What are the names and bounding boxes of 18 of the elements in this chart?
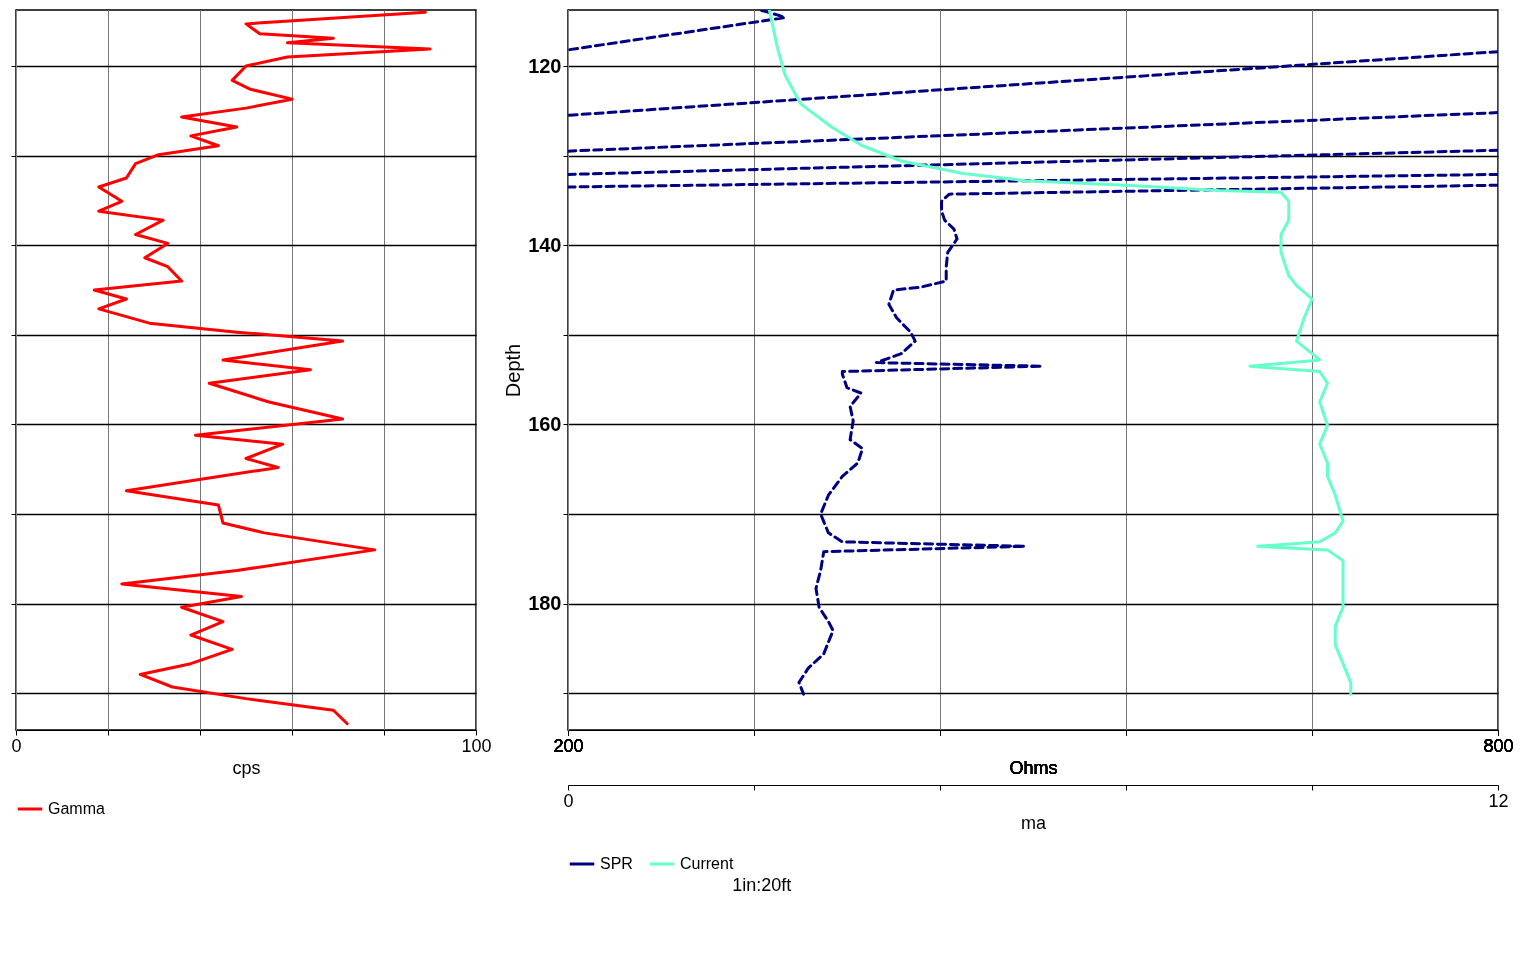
legend-label: SPR: [600, 855, 633, 872]
y-tick-label: 120: [528, 54, 562, 77]
x2-tick-label: 12: [1488, 790, 1509, 811]
y-tick-label: 140: [528, 233, 562, 256]
y-tick-label: 180: [528, 592, 562, 615]
x-tick-label: 800: [1483, 735, 1514, 756]
y-axis-title: Depth: [502, 343, 525, 398]
x-tick-label: 200: [553, 735, 584, 756]
legend-label: Current: [680, 855, 734, 872]
legend-label: Gamma: [48, 800, 105, 817]
y-tick-label: 160: [528, 412, 562, 435]
x-axis-title: Ohms: [1009, 757, 1058, 778]
x-tick-label: 100: [461, 735, 492, 756]
x2-axis-title: ma: [1020, 812, 1047, 833]
x-tick-label: 0: [11, 735, 22, 756]
x2-tick-label: 0: [563, 790, 574, 811]
text: 1in:20ft: [732, 874, 792, 895]
x-axis-title: cps: [232, 757, 261, 778]
